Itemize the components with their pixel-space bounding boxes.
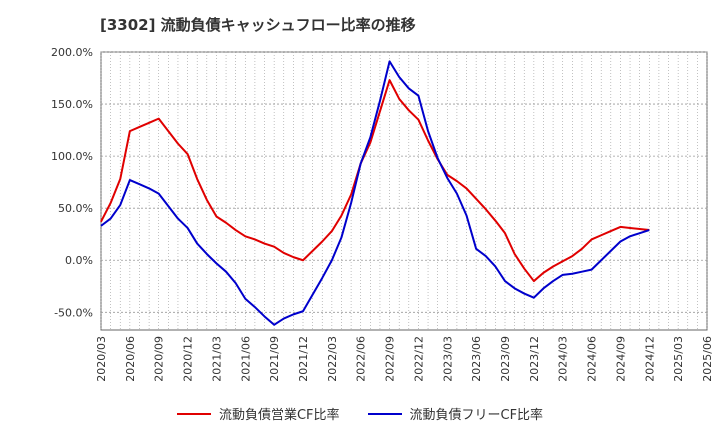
x-tick-label: 2020/06 (124, 336, 137, 382)
series-line-2 (100, 60, 650, 326)
x-tick-label: 2023/12 (528, 336, 541, 382)
x-tick-label: 2021/06 (239, 336, 252, 382)
x-tick-label: 2025/06 (701, 336, 714, 382)
y-tick-label: 200.0% (51, 46, 93, 59)
legend-swatch-free-cf (367, 412, 402, 415)
x-tick-label: 2023/06 (470, 336, 483, 382)
y-tick-label: 0.0% (65, 254, 93, 267)
x-tick-label: 2023/03 (441, 336, 454, 382)
x-tick-label: 2022/03 (326, 336, 339, 382)
chart-title: [3302] 流動負債キャッシュフロー比率の推移 (100, 16, 416, 34)
plot-area (100, 51, 708, 331)
x-tick-label: 2022/12 (412, 336, 425, 382)
legend-item-free-cf: 流動負債フリーCF比率 (367, 404, 544, 423)
y-tick-label: 100.0% (51, 150, 93, 163)
legend-item-operating-cf: 流動負債営業CF比率 (176, 404, 340, 423)
x-tick-label: 2024/12 (643, 336, 656, 382)
series-lines (100, 60, 650, 326)
series-line-1 (100, 79, 650, 283)
legend-label-free-cf: 流動負債フリーCF比率 (409, 408, 544, 423)
x-tick-label: 2025/03 (672, 336, 685, 382)
x-tick-label: 2024/03 (557, 336, 570, 382)
x-tick-label: 2022/09 (384, 336, 397, 382)
x-tick-label: 2020/09 (153, 336, 166, 382)
legend: 流動負債営業CF比率 流動負債フリーCF比率 (0, 404, 720, 423)
x-tick-label: 2022/06 (355, 336, 368, 382)
x-tick-label: 2023/09 (499, 336, 512, 382)
y-tick-labels: 200.0% 150.0% 100.0% 50.0% 0.0% -50.0% (51, 46, 93, 319)
x-tick-label: 2021/09 (268, 336, 281, 382)
x-tick-label: 2020/12 (182, 336, 195, 382)
x-tick-label: 2020/03 (95, 336, 108, 382)
legend-swatch-operating-cf (176, 412, 211, 415)
x-gridlines (100, 52, 708, 330)
y-tick-label: 50.0% (58, 202, 93, 215)
x-tick-label: 2024/06 (586, 336, 599, 382)
x-tick-label: 2021/03 (210, 336, 223, 382)
x-tick-label: 2021/12 (297, 336, 310, 382)
y-tick-label: 150.0% (51, 98, 93, 111)
y-gridlines (101, 51, 707, 313)
x-tick-labels: 2020/03 2020/06 2020/09 2020/12 2021/03 2021/… (95, 336, 714, 382)
x-tick-label: 2024/09 (614, 336, 627, 382)
legend-label-operating-cf: 流動負債営業CF比率 (218, 408, 340, 423)
y-tick-label: -50.0% (54, 306, 93, 319)
